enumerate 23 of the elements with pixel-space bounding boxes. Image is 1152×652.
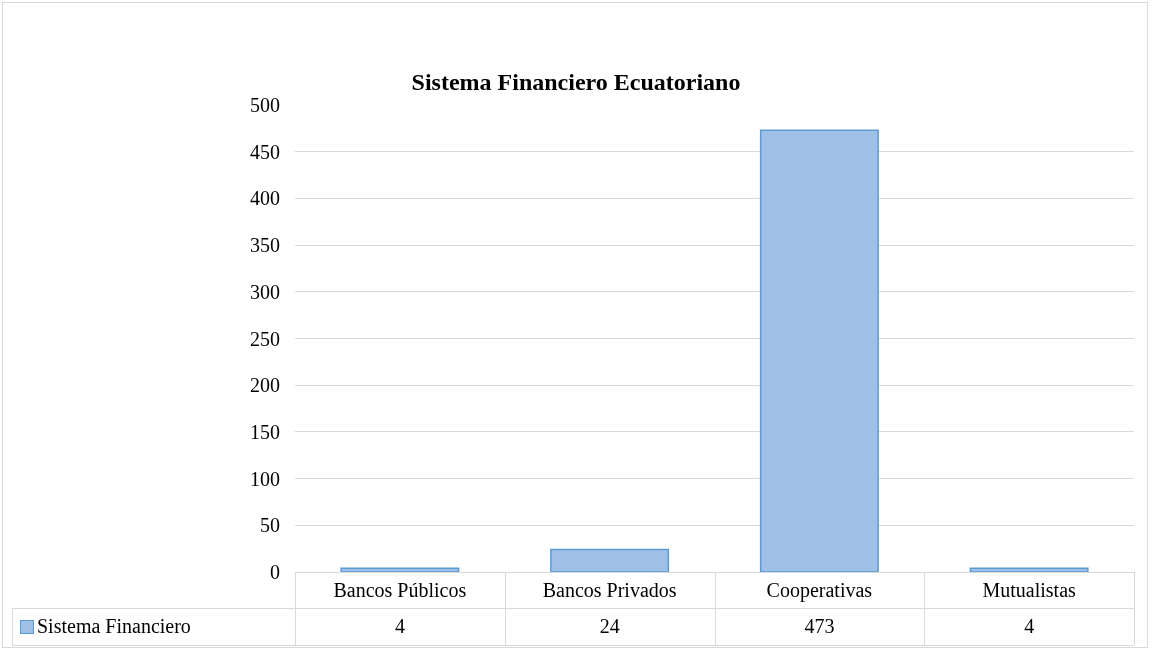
y-tick-label: 250 [250, 327, 280, 350]
y-tick-label: 350 [250, 234, 280, 257]
x-tick-label: Cooperativas [766, 579, 873, 602]
data-label: 4 [1023, 614, 1036, 639]
x-tick-label: Bancos Públicos [333, 579, 467, 601]
data-label: 4 [393, 614, 406, 639]
bar [550, 548, 670, 572]
data-label: 473 [803, 614, 836, 639]
y-tick-label: 450 [250, 140, 280, 163]
y-tick-label: 500 [250, 94, 280, 116]
y-tick-label: 200 [250, 374, 280, 397]
y-tick-label: 100 [250, 467, 280, 490]
chart-title: Sistema Financiero Ecuatoriano [411, 68, 741, 95]
y-tick-label: 50 [260, 514, 280, 537]
x-tick-label: Bancos Privados [542, 579, 677, 601]
data-label: 24 [598, 614, 621, 639]
y-tick-label: 400 [250, 187, 280, 210]
bar [759, 129, 879, 572]
x-tick-label: Mutualistas [982, 579, 1077, 601]
legend-label: Sistema Financiero [37, 615, 191, 638]
y-tick-label: 300 [250, 280, 280, 303]
y-tick-label: 0 [270, 561, 280, 583]
y-tick-label: 150 [250, 420, 280, 443]
